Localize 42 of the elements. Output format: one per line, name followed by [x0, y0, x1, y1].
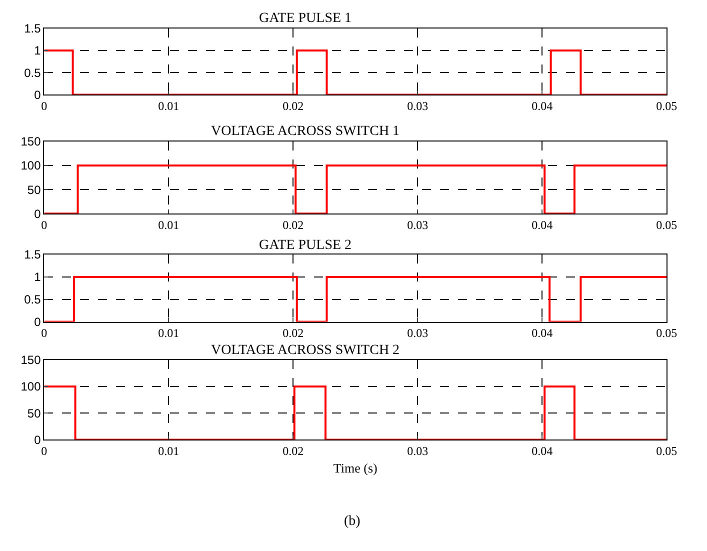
chart-title: VOLTAGE ACROSS SWITCH 1 [211, 124, 400, 139]
x-tick-label: 0.02 [282, 99, 304, 114]
x-tick-label: 0.03 [407, 326, 428, 340]
y-tick-label: 0.5 [24, 292, 42, 307]
x-tick-label: 0.05 [656, 444, 678, 458]
y-tick-label: 100 [20, 380, 42, 394]
y-tick-label: 150 [20, 353, 42, 367]
y-tick-label: 0.5 [24, 66, 42, 80]
x-tick-label: 0.05 [656, 218, 678, 232]
y-tick-label: 0 [34, 432, 42, 447]
y-tick-label: 1 [34, 270, 42, 284]
y-tick-label: 0 [34, 314, 42, 329]
y-tick-label: 1.5 [24, 22, 42, 36]
y-tick-label: 100 [20, 158, 42, 173]
chart-title: GATE PULSE 1 [259, 11, 352, 26]
x-tick-label: 0.04 [532, 326, 553, 340]
x-tick-label: 0.02 [282, 218, 304, 232]
x-tick-label: 0.04 [532, 99, 553, 114]
y-tick-label: 1 [34, 44, 42, 58]
x-tick-label: 0.04 [532, 218, 553, 232]
chart-title: GATE PULSE 2 [259, 238, 352, 253]
x-tick-label: 0.01 [158, 444, 180, 458]
x-tick-label: 0.02 [282, 444, 304, 458]
x-tick-label: 0.05 [656, 326, 678, 340]
x-tick-label: 0.04 [532, 444, 553, 458]
x-tick-label: 0.03 [407, 218, 428, 232]
x-axis-title: Time (s) [333, 460, 378, 476]
x-tick-label: 0.03 [407, 444, 428, 458]
y-tick-label: 50 [27, 406, 42, 420]
x-tick-label: 0.01 [158, 218, 180, 232]
chart-title: VOLTAGE ACROSS SWITCH 2 [211, 343, 400, 358]
x-tick-label: 0.01 [158, 99, 180, 114]
y-tick-label: 1.5 [24, 248, 42, 262]
text: (b) [344, 514, 361, 529]
y-tick-label: 0 [34, 206, 42, 221]
x-tick-label: 0.03 [407, 99, 428, 114]
y-tick-label: 150 [20, 134, 42, 149]
x-tick-label: 0.05 [656, 99, 678, 114]
x-tick-label: 0.02 [282, 326, 304, 340]
x-tick-label: 0.01 [158, 326, 180, 340]
y-tick-label: 0 [34, 88, 42, 102]
y-tick-label: 50 [27, 182, 42, 197]
